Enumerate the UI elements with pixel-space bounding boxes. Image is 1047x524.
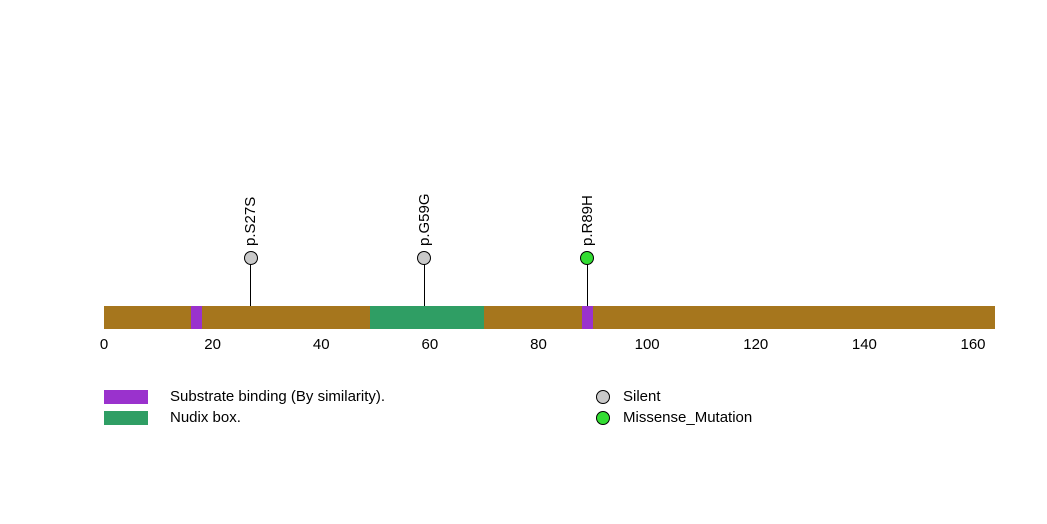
axis-tick-label: 0 [99,336,109,353]
legend-label-substrate-binding: Substrate binding (By similarity). [170,388,386,405]
axis-tick-label: 40 [312,336,330,353]
axis-tick-label: 20 [204,336,221,353]
axis-tick-label: 60 [421,336,439,353]
mutation-label: p.R89H [578,195,596,246]
lollipop-stem [250,258,252,306]
domain-block [581,306,593,329]
axis-tick-label: 100 [634,336,660,353]
legend-swatch-nudix-box [104,411,148,425]
legend-swatch-substrate-binding [104,390,148,404]
legend-circle-silent [596,390,610,404]
lollipop-circle [417,251,432,265]
axis-tick-label: 140 [851,336,877,353]
lollipop-circle [243,251,258,265]
legend-circle-missense-mutation [596,411,610,425]
mutation-label: p.G59G [415,193,433,246]
mutation-label: p.S27S [242,196,260,246]
legend-label-silent: Silent [623,388,661,405]
legend-label-missense-mutation: Missense_Mutation [623,409,753,426]
domain-block [370,306,485,329]
legend-label-nudix-box: Nudix box. [170,409,241,426]
lollipop-stem [586,258,588,306]
lollipop-circle [580,251,595,265]
axis-tick-label: 120 [743,336,769,353]
axis-tick-label: 80 [530,336,547,353]
domain-block [190,306,202,329]
protein-backbone [104,306,995,329]
axis-tick-label: 160 [960,336,986,353]
lollipop-stem [423,258,425,306]
